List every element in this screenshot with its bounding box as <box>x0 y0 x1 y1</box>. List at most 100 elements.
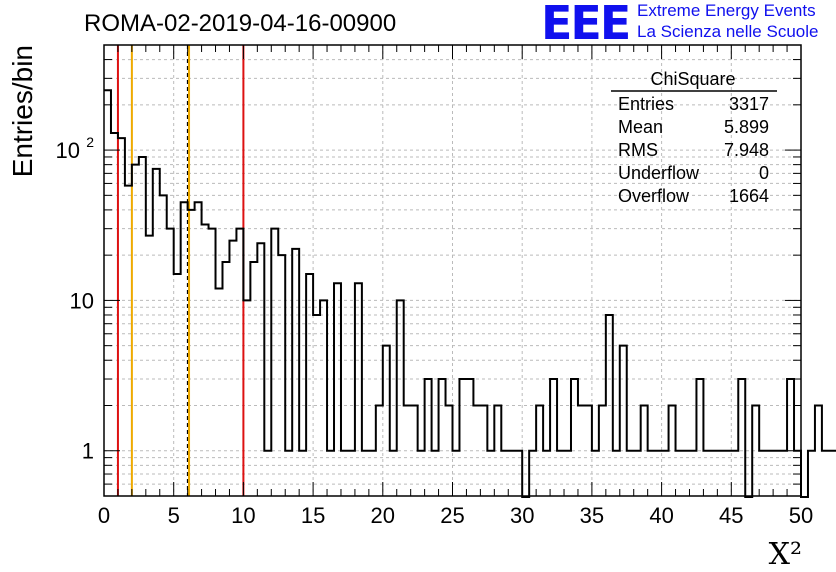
histogram-bins <box>104 89 836 498</box>
histogram-bin <box>669 405 676 496</box>
histogram-bin <box>376 405 383 496</box>
eee-logo: EEE <box>541 0 631 50</box>
x-tick-label: 0 <box>98 503 110 528</box>
histogram-bin <box>369 451 376 496</box>
histogram-bin <box>480 405 487 496</box>
x-tick-label: 25 <box>440 503 464 528</box>
histogram-bin <box>459 379 466 496</box>
x-tick-label: 5 <box>168 503 180 528</box>
histogram-bin <box>634 451 641 496</box>
histogram-bin <box>306 274 313 496</box>
y-tick-label: 10 <box>56 138 80 163</box>
histogram-bin <box>174 274 181 496</box>
y-tick-label: 10 <box>70 288 94 313</box>
histogram-bin <box>508 451 515 496</box>
histogram-bin <box>466 379 473 496</box>
histogram-bin <box>404 405 411 496</box>
histogram-bin <box>188 210 195 496</box>
histogram-bin <box>780 451 787 496</box>
histogram-bin <box>104 90 111 496</box>
y-axis-label: Entries/bin <box>7 45 38 177</box>
stats-row-value: 0 <box>759 163 769 183</box>
histogram-bin <box>320 300 327 496</box>
x-tick-label: 30 <box>510 503 534 528</box>
histogram-bin <box>494 405 501 496</box>
stats-row-value: 5.899 <box>724 117 769 137</box>
stats-row-label: Mean <box>618 117 663 137</box>
histogram-bin <box>334 283 341 496</box>
histogram-bin <box>606 315 613 496</box>
histogram-bin <box>529 451 536 496</box>
stats-row-label: Overflow <box>618 186 690 206</box>
stats-row-value: 3317 <box>729 94 769 114</box>
histogram-bin <box>717 451 724 496</box>
histogram-bin <box>808 451 815 496</box>
histogram-bin <box>696 379 703 496</box>
histogram-bin <box>292 249 299 496</box>
histogram-bin <box>787 379 794 496</box>
histogram-bin <box>278 255 285 496</box>
histogram-bin <box>390 451 397 496</box>
histogram-bin <box>160 195 167 496</box>
histogram-bin <box>111 133 118 496</box>
histogram-bin <box>592 451 599 496</box>
histogram-bin <box>773 451 780 496</box>
x-tick-label: 15 <box>301 503 325 528</box>
stats-row-value: 1664 <box>729 186 769 206</box>
histogram-bin <box>139 157 146 496</box>
stats-row-label: Entries <box>618 94 674 114</box>
histogram-bin <box>341 451 348 496</box>
histogram-bin <box>397 300 404 496</box>
histogram-bin <box>473 405 480 496</box>
histogram-bin <box>229 241 236 496</box>
histogram-bin <box>243 300 250 496</box>
histogram-bin <box>446 405 453 496</box>
histogram-bin <box>432 451 439 496</box>
histogram-bin <box>515 451 522 496</box>
histogram-bin <box>829 451 836 496</box>
x-tick-label: 50 <box>789 503 813 528</box>
histogram-bin <box>822 451 829 496</box>
histogram-bin <box>202 224 209 496</box>
x-tick-label: 40 <box>649 503 673 528</box>
histogram-bin <box>327 451 334 496</box>
logo-line-2: La Scienza nelle Scuole <box>637 22 819 41</box>
histogram-bin <box>355 283 362 496</box>
y-tick-label-exponent: 2 <box>86 134 94 150</box>
histogram-step-line <box>104 89 836 498</box>
histogram-bin <box>759 451 766 496</box>
histogram-bin <box>362 451 369 496</box>
histogram-bin <box>439 379 446 496</box>
histogram-bin <box>271 229 278 496</box>
histogram-bin <box>236 229 243 496</box>
histogram-bin <box>585 405 592 496</box>
histogram-bin <box>731 451 738 496</box>
histogram-bin <box>543 451 550 496</box>
stats-row-label: Underflow <box>618 163 700 183</box>
histogram-bin <box>662 451 669 496</box>
histogram-bin <box>599 405 606 496</box>
histogram-bin <box>710 451 717 496</box>
histogram-bin <box>501 451 508 496</box>
histogram-bin <box>313 315 320 496</box>
histogram-bin <box>195 202 202 496</box>
histogram-bin <box>620 346 627 496</box>
histogram-bin <box>216 289 223 496</box>
x-tick-label: 45 <box>719 503 743 528</box>
histogram-bin <box>348 451 355 496</box>
y-tick-label: 1 <box>82 439 94 464</box>
histogram-bin <box>250 262 257 496</box>
run-title: ROMA-02-2019-04-16-00900 <box>84 10 397 37</box>
histogram-bin <box>118 138 125 496</box>
histogram-bin <box>487 451 494 496</box>
histogram-bin <box>571 379 578 496</box>
histogram-bin <box>564 451 571 496</box>
histogram-bin <box>125 186 132 496</box>
x-axis-label: X² <box>769 537 802 572</box>
stats-title: ChiSquare <box>650 69 735 89</box>
x-tick-label: 35 <box>580 503 604 528</box>
histogram-bin <box>689 451 696 496</box>
histogram-bin <box>222 262 229 496</box>
histogram-bin <box>285 451 292 496</box>
